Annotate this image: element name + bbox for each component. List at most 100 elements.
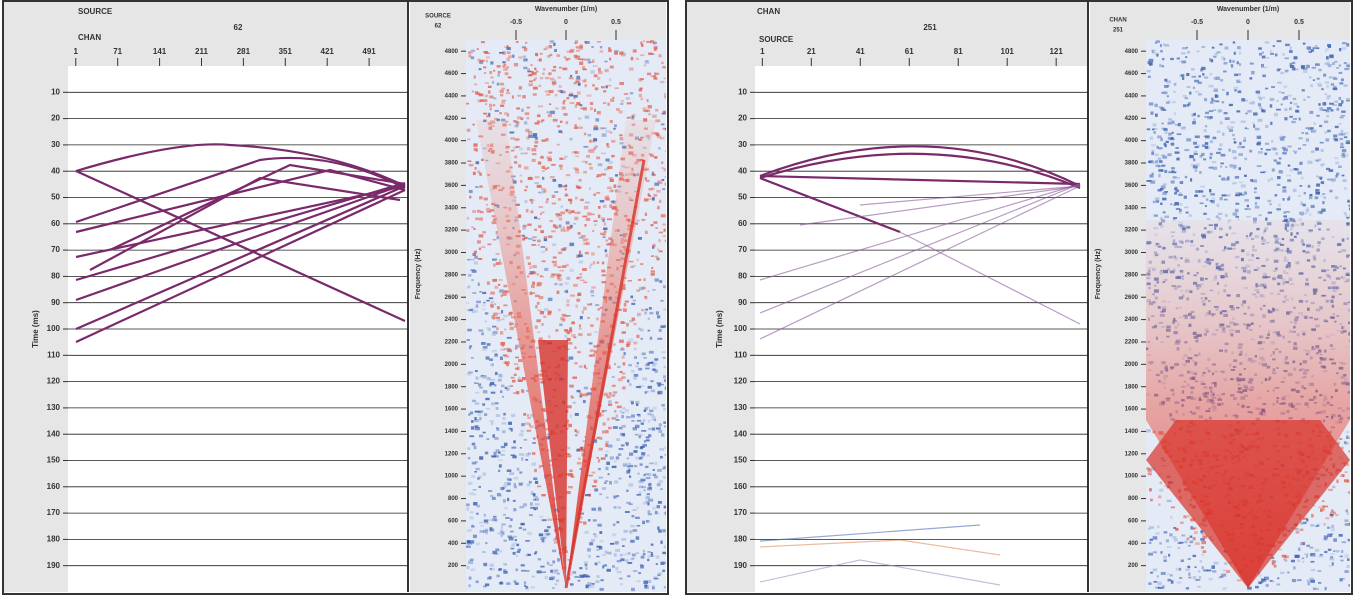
noise	[1324, 586, 1327, 591]
noise	[531, 284, 535, 289]
noise	[541, 260, 546, 263]
noise	[611, 139, 616, 143]
noise	[477, 170, 481, 174]
noise	[590, 148, 594, 151]
noise	[1322, 201, 1325, 205]
noise	[586, 238, 589, 241]
y-tick-label: 170	[47, 508, 61, 517]
noise	[584, 115, 590, 119]
noise	[497, 532, 503, 535]
noise	[664, 182, 666, 186]
noise	[519, 180, 523, 183]
noise	[585, 218, 591, 221]
noise	[537, 218, 541, 220]
noise	[523, 236, 528, 240]
noise	[1318, 581, 1322, 584]
noise	[482, 551, 486, 553]
noise	[485, 52, 491, 55]
noise	[1167, 121, 1172, 125]
noise	[632, 427, 638, 431]
noise	[471, 474, 476, 479]
noise	[629, 92, 634, 95]
noise	[1220, 162, 1224, 165]
noise	[514, 367, 519, 370]
noise	[1158, 173, 1161, 178]
noise	[1160, 551, 1163, 554]
y-tick-label: 100	[47, 324, 61, 333]
noise	[578, 250, 582, 255]
noise	[1172, 218, 1176, 221]
noise	[539, 212, 542, 216]
noise	[530, 586, 535, 589]
noise	[478, 172, 483, 175]
y-axis-label: Time (ms)	[715, 310, 724, 348]
noise	[635, 516, 640, 519]
noise	[603, 227, 608, 230]
noise	[1263, 576, 1269, 580]
noise	[660, 299, 664, 302]
noise	[1250, 179, 1253, 182]
noise	[580, 235, 586, 238]
noise	[623, 529, 628, 533]
noise	[1321, 208, 1326, 212]
noise	[596, 175, 599, 178]
noise	[1348, 450, 1350, 453]
noise	[657, 526, 660, 530]
noise	[604, 480, 609, 482]
noise	[605, 197, 610, 201]
noise	[619, 370, 623, 374]
noise	[515, 40, 519, 43]
y-tick-label: 4200	[1125, 116, 1139, 122]
noise	[578, 232, 581, 235]
noise	[1213, 77, 1217, 80]
noise	[1238, 63, 1242, 67]
noise	[1157, 157, 1162, 161]
noise	[523, 55, 526, 58]
noise	[553, 65, 557, 69]
noise	[619, 51, 624, 55]
noise	[644, 311, 647, 315]
noise	[556, 143, 560, 146]
noise	[1222, 132, 1225, 136]
noise	[1173, 527, 1177, 529]
noise	[1146, 128, 1151, 131]
noise	[1235, 215, 1240, 218]
noise	[513, 373, 517, 376]
noise	[1177, 547, 1180, 549]
noise	[1208, 578, 1213, 581]
noise	[608, 78, 612, 82]
noise	[1249, 62, 1254, 65]
noise	[664, 306, 666, 310]
noise	[1190, 163, 1196, 166]
noise	[638, 480, 644, 484]
noise	[590, 70, 595, 74]
noise	[493, 104, 496, 107]
noise	[467, 285, 471, 289]
noise	[632, 299, 636, 302]
noise	[1263, 66, 1267, 69]
noise	[498, 459, 503, 461]
y-tick-label: 160	[734, 482, 748, 491]
noise	[526, 147, 531, 151]
noise	[1251, 101, 1255, 105]
noise	[655, 119, 661, 123]
noise	[641, 486, 646, 489]
noise	[499, 529, 504, 534]
noise	[599, 531, 603, 534]
noise	[1159, 160, 1163, 163]
noise	[1322, 109, 1327, 111]
noise	[1306, 544, 1310, 547]
noise	[537, 485, 542, 488]
noise	[1334, 125, 1339, 129]
noise	[659, 280, 663, 284]
noise	[555, 329, 558, 332]
noise	[1320, 149, 1324, 152]
noise	[539, 156, 545, 159]
noise	[1306, 207, 1309, 211]
noise	[1316, 159, 1320, 163]
noise	[491, 496, 496, 500]
noise	[508, 76, 512, 79]
noise	[507, 497, 510, 502]
noise	[1280, 103, 1283, 106]
